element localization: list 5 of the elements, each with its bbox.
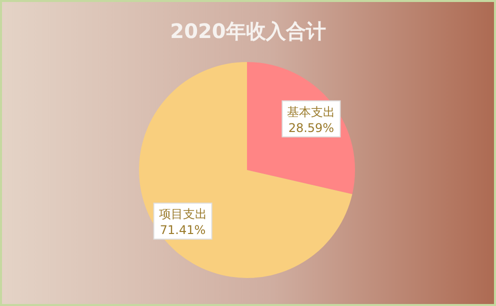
chart-title: 2020年收入合计 [170,19,326,43]
data-label: 71.41% [160,223,206,238]
slice-label: 项目支出 [158,207,207,222]
data-label: 28.59% [288,120,334,135]
slice-label: 基本支出 [287,104,336,119]
